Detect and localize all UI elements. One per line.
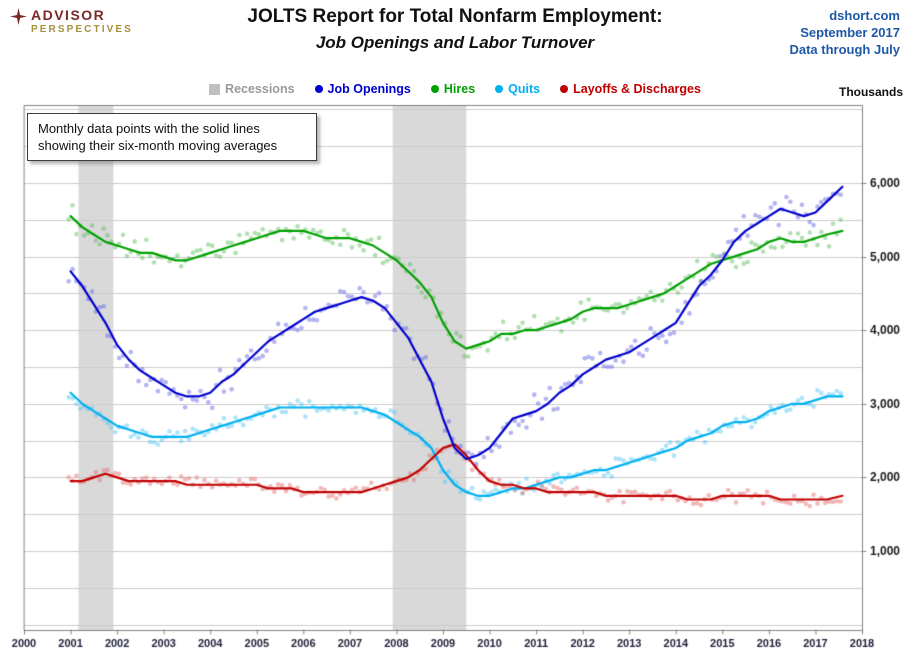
source-site: dshort.com (829, 8, 900, 23)
logo-perspectives: PERSPECTIVES (31, 24, 133, 35)
compass-rose-icon (10, 8, 27, 25)
source-info: dshort.com September 2017 Data through J… (789, 7, 900, 58)
chart-header: JOLTS Report for Total Nonfarm Employmen… (0, 6, 910, 53)
legend-label: Job Openings (327, 82, 411, 96)
chart-legend: Recessions Job Openings Hires Quits Layoffs … (0, 82, 910, 96)
legend-marker-icon (560, 85, 569, 93)
legend-label: Hires (443, 82, 476, 96)
advisor-perspectives-logo: ADVISOR PERSPECTIVES (10, 8, 133, 35)
chart-area: Monthly data points with the solid lines… (0, 100, 910, 661)
legend-label: Quits (508, 82, 541, 96)
legend-label: Layoffs & Discharges (573, 82, 701, 96)
legend-item-quits: Quits (495, 82, 540, 96)
legend-marker-icon (314, 85, 323, 93)
source-date: September 2017 (800, 25, 900, 40)
legend-item-hires: Hires (430, 82, 476, 96)
legend-label: Recessions (225, 82, 295, 96)
legend-marker-icon (430, 85, 439, 93)
logo-text: ADVISOR PERSPECTIVES (31, 8, 133, 35)
legend-item-layoffs-discharges: Layoffs & Discharges (560, 82, 701, 96)
data-through: Data through July (789, 42, 900, 57)
y-axis-units-label: Thousands (838, 85, 903, 99)
logo-advisor: ADVISOR (31, 7, 106, 23)
legend-item-recessions: Recessions (209, 82, 295, 96)
annotation-box: Monthly data points with the solid lines… (27, 113, 317, 161)
legend-item-job-openings: Job Openings (314, 82, 411, 96)
chart-title: JOLTS Report for Total Nonfarm Employmen… (247, 6, 663, 27)
legend-marker-icon (495, 85, 504, 93)
chart-subtitle: Job Openings and Labor Turnover (315, 33, 595, 52)
jolts-chart-canvas (0, 100, 910, 661)
legend-marker-icon (209, 83, 221, 95)
